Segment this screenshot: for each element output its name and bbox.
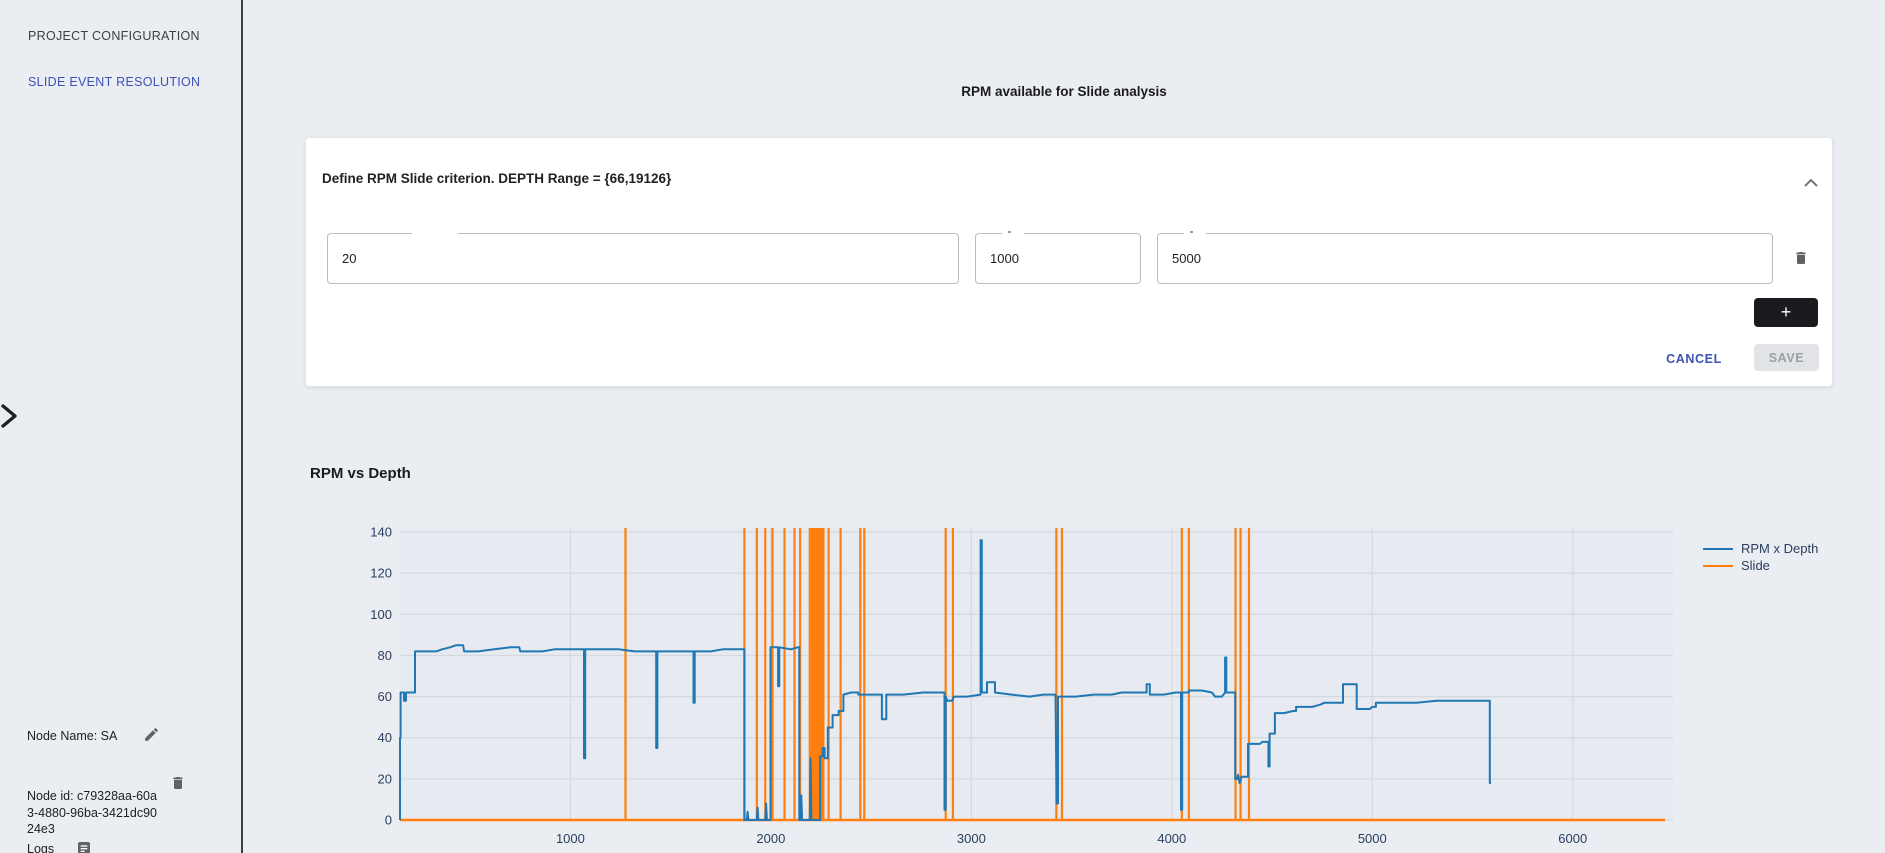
start-depth-field — [975, 231, 1141, 284]
sidebar: PROJECT CONFIGURATION SLIDE EVENT RESOLU… — [0, 0, 243, 853]
svg-text:3000: 3000 — [957, 831, 986, 846]
svg-text:20: 20 — [378, 771, 392, 786]
trash-icon — [1796, 252, 1806, 264]
legend-label: RPM x Depth — [1741, 541, 1819, 556]
node-info-block: Node Name: SA Node id: c79328aa-60a3-488… — [27, 726, 227, 853]
legend-item-rpm-x-depth[interactable]: RPM x Depth — [1703, 540, 1818, 557]
field-label-notch — [1002, 233, 1024, 234]
logs-label: Logs — [27, 842, 55, 853]
field-label-notch — [1184, 233, 1206, 234]
chart-canvas[interactable]: 0 20 40 60 80 100 120 140 1000 2000 3000 4000 5000 60… — [255, 488, 1885, 853]
criterion-inputs-row — [306, 231, 1832, 284]
delete-node-icon[interactable] — [170, 774, 186, 792]
sidebar-item-slide-event-resolution[interactable]: SLIDE EVENT RESOLUTION — [28, 75, 201, 89]
node-name-label: Node Name: SA — [27, 729, 118, 743]
legend-line-swatch — [1703, 564, 1733, 567]
svg-text:0: 0 — [385, 813, 392, 828]
start-depth-input[interactable] — [976, 234, 1140, 283]
legend-item-slide[interactable]: Slide — [1703, 557, 1818, 574]
logs-icon — [78, 841, 91, 853]
field-label-fragment — [1008, 231, 1011, 233]
legend-line-swatch — [1703, 547, 1733, 550]
legend-label: Slide — [1741, 558, 1770, 573]
trash-icon — [173, 777, 183, 789]
chart-title: RPM vs Depth — [310, 465, 411, 482]
field-label-fragment — [1190, 231, 1193, 233]
logs-button[interactable] — [76, 840, 92, 853]
criterion-card: Define RPM Slide criterion. DEPTH Range … — [305, 137, 1833, 387]
sidebar-collapse-chevron-icon[interactable] — [0, 402, 22, 430]
chart-legend: RPM x Depth Slide — [1703, 540, 1818, 574]
svg-text:2000: 2000 — [756, 831, 785, 846]
svg-text:1000: 1000 — [556, 831, 585, 846]
edit-node-name-icon[interactable] — [143, 726, 160, 746]
rpm-depth-chart[interactable]: 0 20 40 60 80 100 120 140 1000 2000 3000 4000 5000 60… — [255, 488, 1885, 853]
svg-text:120: 120 — [370, 566, 392, 581]
field-label-notch — [412, 233, 458, 234]
save-button[interactable]: SAVE — [1754, 344, 1819, 371]
node-id-label: Node id: c79328aa-60a3-4880-96ba-3421dc9… — [27, 789, 157, 836]
svg-text:5000: 5000 — [1358, 831, 1387, 846]
add-criterion-button[interactable]: + — [1754, 298, 1818, 327]
svg-text:6000: 6000 — [1558, 831, 1587, 846]
cancel-button[interactable]: CANCEL — [1658, 346, 1730, 372]
delete-criterion-row-icon[interactable] — [1793, 248, 1809, 268]
collapse-card-icon[interactable] — [1804, 174, 1818, 187]
svg-text:140: 140 — [370, 525, 392, 540]
sidebar-item-project-configuration[interactable]: PROJECT CONFIGURATION — [28, 29, 200, 43]
svg-text:40: 40 — [378, 730, 392, 745]
svg-text:4000: 4000 — [1157, 831, 1186, 846]
svg-text:60: 60 — [378, 689, 392, 704]
svg-text:100: 100 — [370, 607, 392, 622]
rpm-threshold-input[interactable] — [328, 234, 958, 283]
end-depth-input[interactable] — [1158, 234, 1772, 283]
rpm-threshold-field — [327, 233, 959, 284]
svg-text:80: 80 — [378, 648, 392, 663]
page-title: RPM available for Slide analysis — [961, 84, 1167, 99]
criterion-card-title: Define RPM Slide criterion. DEPTH Range … — [322, 171, 672, 186]
end-depth-field — [1157, 231, 1773, 284]
pencil-icon — [145, 728, 159, 741]
